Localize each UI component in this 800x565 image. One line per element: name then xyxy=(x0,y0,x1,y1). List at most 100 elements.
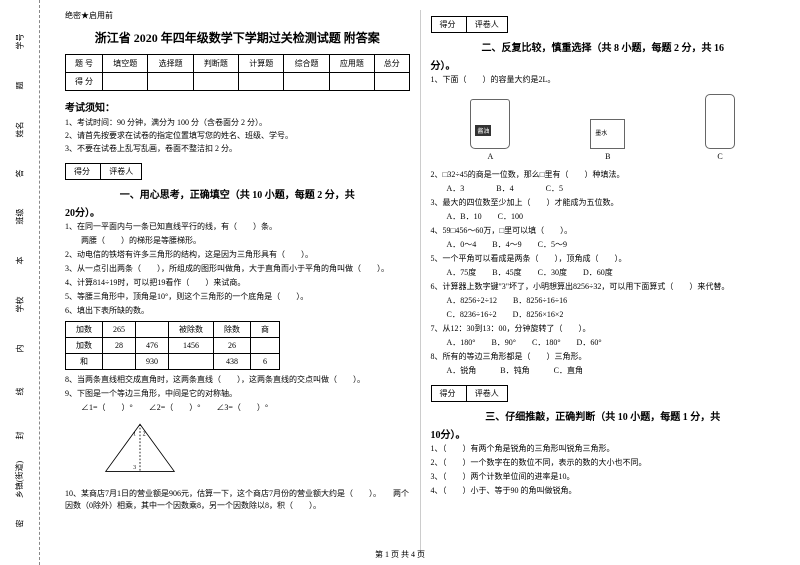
side-marker-3: 内 xyxy=(14,344,25,352)
sh-4: 计算题 xyxy=(239,55,284,73)
sr-2 xyxy=(148,73,193,91)
dt-r1c4: 被除数 xyxy=(169,321,214,337)
thermos-icon xyxy=(705,94,735,149)
s2-q2: 2、□32÷45的商是一位数，那么□里有（ ）种填法。 xyxy=(431,169,776,181)
scorebox2-label1: 得分 xyxy=(432,17,464,32)
scorebox2-label2: 评卷人 xyxy=(466,17,507,32)
sh-5: 综合题 xyxy=(284,55,329,73)
dt-r2c2: 28 xyxy=(103,337,136,353)
sh-2: 选择题 xyxy=(148,55,193,73)
sr-1 xyxy=(103,73,148,91)
svg-text:1: 1 xyxy=(133,431,136,437)
sr-6 xyxy=(329,73,374,91)
s1-q1b: 两腰（ ）的梯形是等腰梯形。 xyxy=(65,235,410,247)
option-c-box: C xyxy=(705,94,735,161)
side-label-xiangzhen: 乡镇(街道) xyxy=(14,461,25,498)
s2-q8: 8、所有的等边三角形都是（ ）三角形。 xyxy=(431,351,776,363)
side-label-banji: 班级 xyxy=(14,209,25,225)
section3-title: 三、仔细推敲，正确判断（共 10 小题，每题 1 分，共 xyxy=(431,408,776,423)
side-marker-0: 题 xyxy=(14,82,25,90)
s2-q6: 6、计算器上数字键"3"坏了，小明想算出8256÷32，可以用下面算式（ ）来代… xyxy=(431,281,776,293)
s3-q3: 3、（ ）两个计数单位间的进率是10。 xyxy=(431,471,776,483)
side-marker-1: 答 xyxy=(14,169,25,177)
scorebox3-label1: 得分 xyxy=(432,386,464,401)
section1-scorebox: 得分 评卷人 xyxy=(65,163,142,180)
side-marker-6: 密 xyxy=(14,519,25,527)
s1-q2: 2、动电信的铁塔有许多三角形的结构，这是因为三角形具有（ ）。 xyxy=(65,249,410,261)
side-marker-2: 本 xyxy=(14,257,25,265)
page-footer: 第 1 页 共 4 页 xyxy=(0,549,800,560)
confidential-label: 绝密★启用前 xyxy=(65,10,410,21)
scorebox-label2: 评卷人 xyxy=(100,164,141,179)
s1-q1: 1、在同一平面内与一条已知直线平行的线，有（ ）条。 xyxy=(65,221,410,233)
sh-3: 判断题 xyxy=(193,55,238,73)
dt-r3c1: 和 xyxy=(66,353,103,369)
s2-q8o: A．锐角 B．钝角 C．直角 xyxy=(431,365,776,377)
sr-3 xyxy=(193,73,238,91)
svg-text:3: 3 xyxy=(133,464,136,470)
s1-q5: 5、等腰三角形中，顶角是10°，则这个三角形的一个底角是（ ）。 xyxy=(65,291,410,303)
s3-q2: 2、（ ）一个数字在的数位不同，表示的数的大小也不同。 xyxy=(431,457,776,469)
sr-7 xyxy=(375,73,409,91)
score-summary-table: 题 号 填空题 选择题 判断题 计算题 综合题 应用题 总分 得 分 xyxy=(65,54,410,91)
section3-scorebox: 得分 评卷人 xyxy=(431,385,508,402)
side-label-xuexiao: 学校 xyxy=(14,296,25,312)
sh-6: 应用题 xyxy=(329,55,374,73)
dt-r1c1: 加数 xyxy=(66,321,103,337)
notice-1: 1、考试时间：90 分钟，满分为 100 分（含卷面分 2 分）。 xyxy=(65,117,410,128)
s1-q6: 6、填出下表所缺的数。 xyxy=(65,305,410,317)
triangle-diagram: 1 2 3 xyxy=(95,420,185,480)
option-b-box: 墨水 B xyxy=(590,119,625,161)
s2-q3o: A．B．10 C．100 xyxy=(431,211,776,223)
s2-q4: 4、59□456～60万，□里可以填（ ）。 xyxy=(431,225,776,237)
exam-title: 浙江省 2020 年四年级数学下学期过关检测试题 附答案 xyxy=(65,29,410,46)
option-c-label: C xyxy=(717,152,722,161)
notice-2: 2、请首先按要求在试卷的指定位置填写您的姓名、班级、学号。 xyxy=(65,130,410,141)
sr-5 xyxy=(284,73,329,91)
ink-label: 墨水 xyxy=(595,128,607,137)
side-label-xuehao: 学号 xyxy=(14,34,25,50)
dt-r1c2: 265 xyxy=(103,321,136,337)
s2-q5o: A．75度 B．45度 C．30度 D．60度 xyxy=(431,267,776,279)
s2-q7o: A．180° B．90° C．180° D．60° xyxy=(431,337,776,349)
dt-r3c5: 438 xyxy=(214,353,251,369)
s1-q3: 3、从一点引出两条（ ），所组成的图形叫做角，大于直角而小于平角的角叫做（ ）。 xyxy=(65,263,410,275)
notice-title: 考试须知： xyxy=(65,99,410,114)
page-content: 绝密★启用前 浙江省 2020 年四年级数学下学期过关检测试题 附答案 题 号 … xyxy=(40,0,800,565)
sr-4 xyxy=(239,73,284,91)
s2-q6o2: C．8236÷16÷2 D．8256×16×2 xyxy=(431,309,776,321)
s3-q1: 1、（ ）有两个角是锐角的三角形叫锐角三角形。 xyxy=(431,443,776,455)
section2-title: 二、反复比较，慎重选择（共 8 小题，每题 2 分，共 16 xyxy=(431,39,776,54)
s2-q7: 7、从12：30到13：00，分钟旋转了（ ）。 xyxy=(431,323,776,335)
dt-r2c6 xyxy=(251,337,280,353)
dt-r3c3: 930 xyxy=(136,353,169,369)
section2-sub: 分）。 xyxy=(431,57,776,72)
s1-q8: 8、当两条直线相交成直角时，这两条直线（ ），这两条直线的交点叫做（ ）。 xyxy=(65,374,410,386)
sh-7: 总分 xyxy=(375,55,409,73)
image-options-row: 酱油 A 墨水 B C xyxy=(431,94,776,161)
s2-q3: 3、最大的四位数至少加上（ ）才能成为五位数。 xyxy=(431,197,776,209)
dt-r2c5: 26 xyxy=(214,337,251,353)
bottle-label: 酱油 xyxy=(475,125,491,136)
s2-q2o: A．3 B．4 C．5 xyxy=(431,183,776,195)
option-a-label: A xyxy=(488,152,494,161)
dt-r3c2 xyxy=(103,353,136,369)
left-column: 绝密★启用前 浙江省 2020 年四年级数学下学期过关检测试题 附答案 题 号 … xyxy=(55,10,421,555)
section2-scorebox: 得分 评卷人 xyxy=(431,16,508,33)
scorebox3-label2: 评卷人 xyxy=(466,386,507,401)
s3-q4: 4、（ ）小于、等于90 的角叫做锐角。 xyxy=(431,485,776,497)
dt-r2c3: 476 xyxy=(136,337,169,353)
svg-text:2: 2 xyxy=(143,431,146,437)
section1-sub: 20分）。 xyxy=(65,204,410,219)
right-column: 得分 评卷人 二、反复比较，慎重选择（共 8 小题，每题 2 分，共 16 分）… xyxy=(421,10,786,555)
dt-r1c6: 商 xyxy=(251,321,280,337)
section3-sub: 10分）。 xyxy=(431,426,776,441)
ink-icon: 墨水 xyxy=(590,119,625,149)
s1-q4: 4、计算814÷19时，可以把19看作（ ）来试商。 xyxy=(65,277,410,289)
s2-q1: 1、下面（ ）的容量大约是2L。 xyxy=(431,74,776,86)
dt-r1c5: 除数 xyxy=(214,321,251,337)
s2-q6o1: A．8256÷2÷12 B．8256÷16÷16 xyxy=(431,295,776,307)
dt-r2c4: 1456 xyxy=(169,337,214,353)
section1-title: 一、用心思考，正确填空（共 10 小题，每题 2 分，共 xyxy=(65,186,410,201)
dt-r2c1: 加数 xyxy=(66,337,103,353)
